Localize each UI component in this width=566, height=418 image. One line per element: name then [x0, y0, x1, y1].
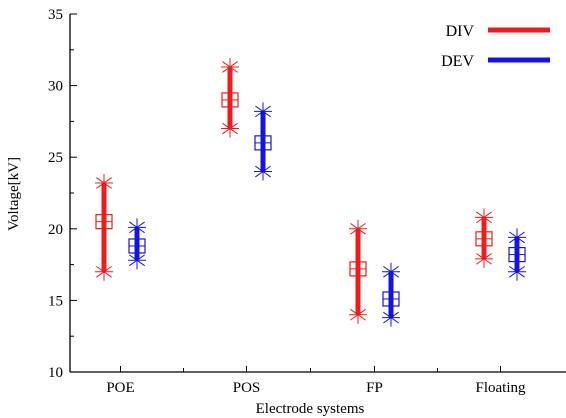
y-axis-title: Voltage[kV] — [6, 157, 22, 231]
y-ticks: 10 15 20 25 30 35 — [48, 7, 77, 381]
range-bar-dev — [254, 102, 272, 181]
x-tick-label: FP — [366, 380, 383, 396]
low-marker — [254, 162, 272, 181]
y-tick-label: 10 — [48, 365, 63, 381]
high-marker — [128, 218, 146, 237]
x-tick-label: POE — [106, 380, 134, 396]
range-bar-dev — [382, 262, 400, 327]
x-tick-label: Floating — [475, 380, 526, 396]
legend-label: DEV — [441, 53, 474, 70]
high-marker — [382, 262, 400, 281]
y-tick-label: 30 — [48, 79, 63, 95]
axes — [69, 14, 566, 373]
y-tick-label: 20 — [48, 222, 63, 238]
high-marker — [95, 173, 113, 192]
low-marker — [221, 119, 239, 138]
x-categories: POE POS FP Floating — [106, 366, 526, 396]
high-marker — [508, 228, 526, 247]
y-tick-label: 25 — [48, 150, 63, 166]
low-marker — [95, 262, 113, 281]
y-tick-label: 15 — [48, 293, 63, 309]
range-bar-dev — [128, 218, 146, 270]
legend: DIV DEV — [441, 23, 550, 70]
low-marker — [475, 249, 493, 268]
low-marker — [508, 262, 526, 281]
low-marker — [382, 308, 400, 327]
range-bar-div — [349, 219, 367, 324]
high-marker — [475, 208, 493, 227]
range-bar-div — [95, 173, 113, 281]
high-marker — [221, 57, 239, 76]
range-bar-div — [475, 208, 493, 268]
series-marks — [95, 57, 526, 327]
range-bar-dev — [508, 228, 526, 281]
y-tick-label: 35 — [48, 7, 63, 23]
x-tick-label: POS — [233, 380, 261, 396]
low-marker — [349, 305, 367, 324]
high-marker — [349, 219, 367, 238]
legend-label: DIV — [446, 23, 475, 40]
high-marker — [254, 102, 272, 121]
x-axis-title: Electrode systems — [256, 401, 365, 417]
range-bar-div — [221, 57, 239, 138]
low-marker — [128, 251, 146, 270]
